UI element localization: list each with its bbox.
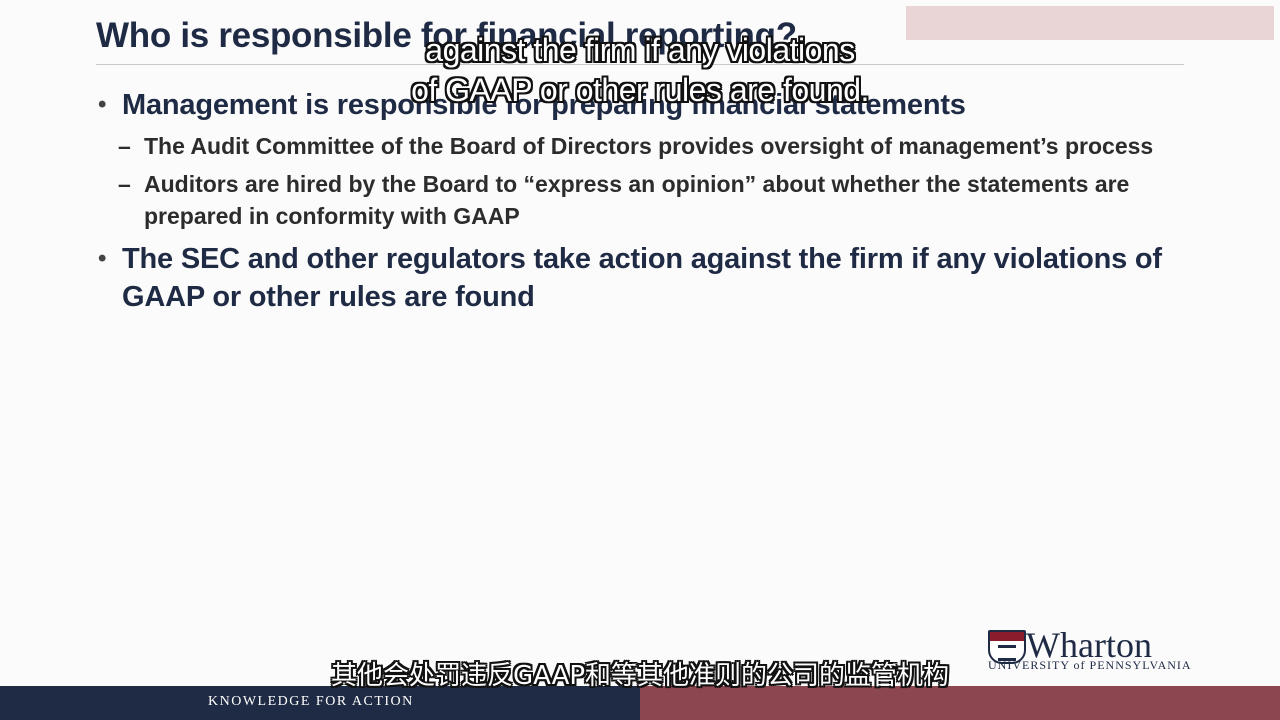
shield-icon <box>988 630 1026 664</box>
english-subtitle-line: against the firm if any violations <box>425 32 855 68</box>
slide-title: Who is responsible for financial reporti… <box>96 16 797 55</box>
bullet-text: The SEC and other regulators take action… <box>122 243 1162 313</box>
dash-icon: – <box>118 133 131 159</box>
bullet-item: • Management is responsible for preparin… <box>98 86 1198 124</box>
english-subtitle: against the firm if any violations of GA… <box>320 30 960 110</box>
footer-navy-bar <box>0 686 640 720</box>
sub-bullet-item: – Auditors are hired by the Board to “ex… <box>98 168 1198 232</box>
title-divider <box>96 64 1184 65</box>
bullet-icon: • <box>98 91 107 118</box>
wharton-logo: Wharton UNIVERSITY of PENNSYLVANIA <box>988 625 1198 674</box>
bullet-item: • The SEC and other regulators take acti… <box>98 240 1198 316</box>
bullet-icon: • <box>98 245 107 272</box>
logo-subtitle: UNIVERSITY of PENNSYLVANIA <box>988 658 1192 672</box>
sub-bullet-text: Auditors are hired by the Board to “expr… <box>144 171 1130 229</box>
footer-maroon-bar <box>640 686 1280 720</box>
english-subtitle-line: of GAAP or other rules are found. <box>411 72 869 108</box>
sub-bullet-item: – The Audit Committee of the Board of Di… <box>98 130 1198 162</box>
sub-bullet-text: The Audit Committee of the Board of Dire… <box>144 133 1154 159</box>
logo-wordmark: Wharton <box>1026 625 1152 665</box>
bullet-list: • Management is responsible for preparin… <box>98 86 1198 316</box>
chinese-subtitle: 其他会处罚违反GAAP和等其他准则的公司的监管机构 <box>330 661 950 691</box>
header-accent-band <box>906 6 1274 40</box>
bullet-text: Management is responsible for preparing … <box>122 89 966 121</box>
dash-icon: – <box>118 171 131 197</box>
footer-tagline: KNOWLEDGE FOR ACTION <box>208 694 414 709</box>
